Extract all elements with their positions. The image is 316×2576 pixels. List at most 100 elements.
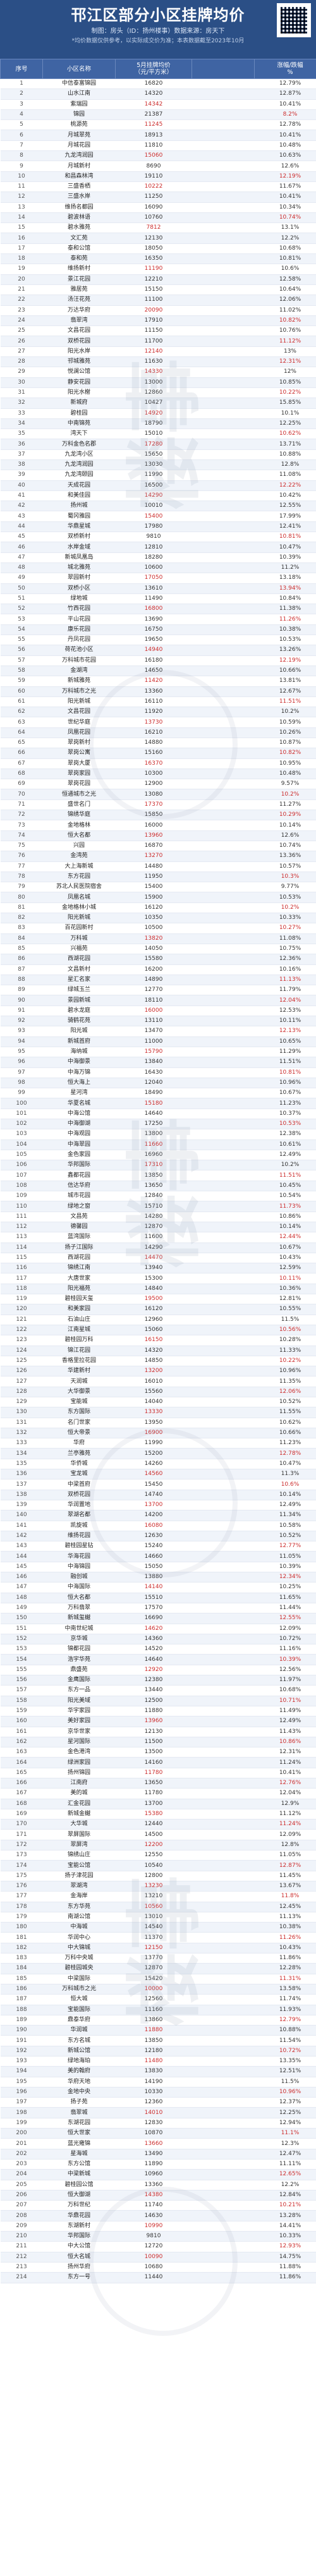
- row-avg-price: 14290: [115, 490, 192, 502]
- row-spacer: [191, 2180, 255, 2190]
- row-rank: 93: [0, 1026, 43, 1037]
- table-row: 90 景园新城 18110 12.04%: [0, 995, 316, 1006]
- table-row: 12 三盛水岸 11250 10.41%: [0, 191, 316, 203]
- table-row: 162 星河国际 11500 10.86%: [0, 1737, 316, 1748]
- row-community-name: 翠岗大厦: [42, 758, 116, 769]
- row-change-percent: 12.6%: [254, 830, 316, 841]
- row-change-percent: 12.04%: [254, 1788, 316, 1799]
- row-change-percent: 13.71%: [254, 439, 316, 450]
- row-community-name: 恒通城市之光: [42, 789, 116, 800]
- row-change-percent: 13.67%: [254, 1881, 316, 1892]
- row-avg-price: 10000: [115, 1984, 192, 1995]
- row-rank: 5: [0, 119, 43, 131]
- page-note: *均价数据仅供参考，以实际成交价为准；本表数据截至2023年10月: [71, 38, 245, 44]
- table-row: 191 东方名城 13850 11.54%: [0, 2035, 316, 2046]
- row-spacer: [191, 2107, 255, 2118]
- row-change-percent: 10.2%: [254, 707, 316, 718]
- row-spacer: [191, 191, 255, 203]
- row-community-name: 锦绣山庄: [42, 1850, 116, 1861]
- row-community-name: 凤凰名城: [42, 892, 116, 903]
- row-change-percent: 11.45%: [254, 1871, 316, 1881]
- row-rank: 173: [0, 1850, 43, 1861]
- row-avg-price: 12380: [115, 1675, 192, 1686]
- row-community-name: 碧波林语: [42, 212, 116, 224]
- row-rank: 158: [0, 1696, 43, 1706]
- row-avg-price: 11810: [115, 140, 192, 152]
- row-community-name: 碧水龙庭: [42, 1005, 116, 1017]
- row-avg-price: 18110: [115, 995, 192, 1006]
- row-change-percent: 10.26%: [254, 727, 316, 739]
- row-community-name: 翠园新村: [42, 573, 116, 584]
- row-rank: 33: [0, 408, 43, 419]
- row-change-percent: 10.71%: [254, 1696, 316, 1706]
- row-community-name: 阳光水岸: [42, 346, 116, 358]
- table-row: 207 万科世纪 11740 10.21%: [0, 2200, 316, 2211]
- row-avg-price: 12040: [115, 1078, 192, 1089]
- table-row: 121 石油山庄 12960 11.5%: [0, 1315, 316, 1325]
- row-spacer: [191, 1325, 255, 1336]
- row-community-name: 扬州华府: [42, 2262, 116, 2273]
- table-row: 93 阳光城 13470 12.13%: [0, 1026, 316, 1037]
- row-rank: 132: [0, 1428, 43, 1439]
- row-community-name: 天成花园: [42, 480, 116, 491]
- row-spacer: [191, 1139, 255, 1150]
- row-spacer: [191, 408, 255, 419]
- row-change-percent: 10.43%: [254, 1943, 316, 1954]
- row-avg-price: 13500: [115, 1747, 192, 1758]
- row-change-percent: 10.63%: [254, 150, 316, 162]
- row-change-percent: 10.88%: [254, 2025, 316, 2036]
- row-change-percent: 11.23%: [254, 1438, 316, 1449]
- row-spacer: [191, 212, 255, 224]
- row-spacer: [191, 748, 255, 759]
- row-avg-price: 16370: [115, 758, 192, 769]
- row-spacer: [191, 521, 255, 533]
- row-change-percent: 10.41%: [254, 1768, 316, 1778]
- row-spacer: [191, 1747, 255, 1758]
- row-rank: 148: [0, 1593, 43, 1603]
- table-row: 172 翠屏湾 12200 12.8%: [0, 1840, 316, 1851]
- row-community-name: 翠湖名都: [42, 1510, 116, 1521]
- row-spacer: [191, 2190, 255, 2201]
- row-avg-price: 10010: [115, 501, 192, 512]
- row-spacer: [191, 1005, 255, 1017]
- table-row: 209 东湖新村 10990 14.41%: [0, 2221, 316, 2232]
- row-spacer: [191, 1984, 255, 1995]
- row-community-name: 文昌花园: [42, 325, 116, 337]
- table-row: 118 阳光福苑 14840 10.36%: [0, 1284, 316, 1295]
- table-row: 200 恒大世家 10870 11.1%: [0, 2128, 316, 2139]
- row-rank: 188: [0, 2005, 43, 2015]
- row-spacer: [191, 573, 255, 584]
- row-change-percent: 10.53%: [254, 635, 316, 646]
- table-row: 122 江南星城 15060 10.56%: [0, 1325, 316, 1336]
- row-rank: 181: [0, 1932, 43, 1943]
- row-change-percent: 12.19%: [254, 171, 316, 182]
- row-rank: 25: [0, 325, 43, 337]
- row-spacer: [191, 1521, 255, 1531]
- row-spacer: [191, 161, 255, 172]
- row-community-name: 碧桂园城央: [42, 1963, 116, 1974]
- row-change-percent: 11.93%: [254, 2005, 316, 2015]
- row-spacer: [191, 593, 255, 605]
- table-row: 193 绿地海珀 11480 13.35%: [0, 2056, 316, 2067]
- row-spacer: [191, 253, 255, 265]
- row-change-percent: 10.14%: [254, 820, 316, 831]
- row-spacer: [191, 243, 255, 255]
- row-spacer: [191, 779, 255, 790]
- row-community-name: 桃源苑: [42, 119, 116, 131]
- row-rank: 69: [0, 779, 43, 790]
- row-community-name: 南湖公馆: [42, 1912, 116, 1923]
- table-row: 45 双桥新村 9810 10.81%: [0, 532, 316, 543]
- row-change-percent: 10.68%: [254, 243, 316, 255]
- row-community-name: 华润城: [42, 2025, 116, 2036]
- row-avg-price: 14630: [115, 2210, 192, 2221]
- table-row: 69 翠岗花园 12900 9.57%: [0, 779, 316, 790]
- row-avg-price: 11780: [115, 1768, 192, 1778]
- row-community-name: 新城金樾: [42, 1809, 116, 1820]
- row-spacer: [191, 1263, 255, 1274]
- row-community-name: 万科翡翠: [42, 1603, 116, 1614]
- row-rank: 124: [0, 1346, 43, 1356]
- row-avg-price: 14890: [115, 975, 192, 986]
- row-avg-price: 14520: [115, 1644, 192, 1655]
- row-change-percent: 12.38%: [254, 1129, 316, 1140]
- row-rank: 115: [0, 1253, 43, 1264]
